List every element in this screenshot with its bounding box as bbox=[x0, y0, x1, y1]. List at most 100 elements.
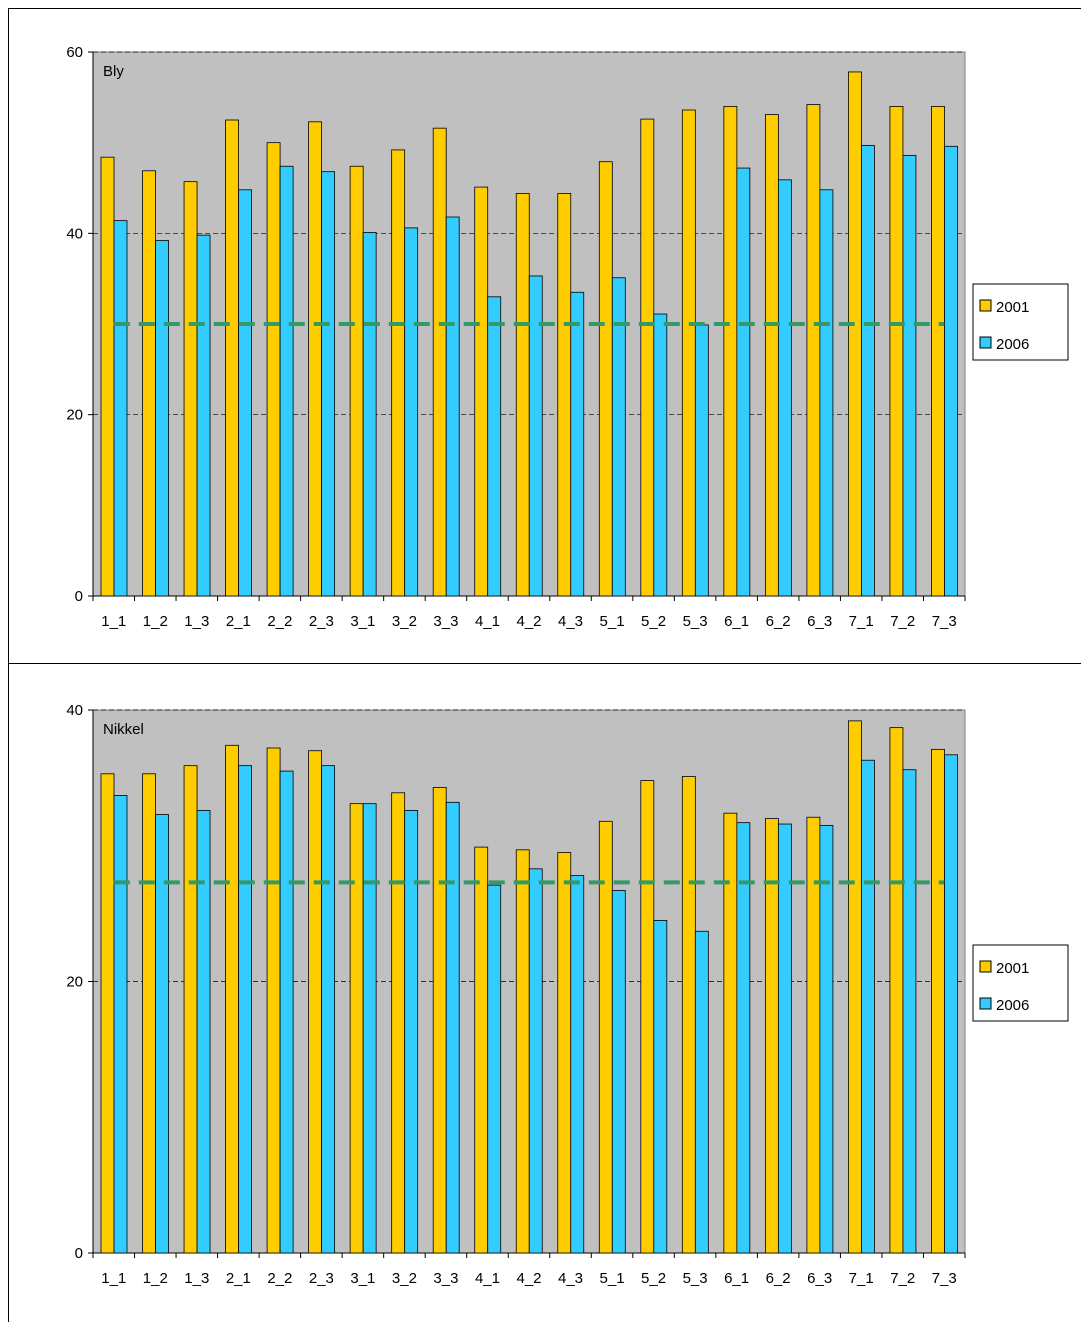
x-tick-label: 3_3 bbox=[433, 613, 458, 630]
bar bbox=[322, 172, 335, 596]
bar bbox=[446, 217, 459, 596]
bar bbox=[944, 755, 957, 1253]
bar bbox=[405, 810, 418, 1253]
bar bbox=[599, 162, 612, 596]
bar bbox=[820, 190, 833, 596]
bar bbox=[475, 847, 488, 1253]
x-tick-label: 7_2 bbox=[890, 1270, 915, 1287]
x-tick-label: 4_3 bbox=[558, 613, 583, 630]
bar bbox=[654, 920, 667, 1253]
legend-swatch bbox=[980, 300, 991, 311]
bar bbox=[226, 745, 239, 1253]
bar bbox=[267, 748, 280, 1253]
x-tick-label: 2_2 bbox=[267, 1270, 292, 1287]
legend-label: 2006 bbox=[996, 336, 1029, 353]
x-tick-label: 4_3 bbox=[558, 1270, 583, 1287]
bar bbox=[156, 241, 169, 596]
legend-label: 2001 bbox=[996, 299, 1029, 316]
bar bbox=[156, 815, 169, 1253]
bar bbox=[280, 771, 293, 1253]
legend-swatch bbox=[980, 998, 991, 1009]
legend-label: 2001 bbox=[996, 960, 1029, 977]
x-tick-label: 6_3 bbox=[807, 613, 832, 630]
x-tick-label: 6_3 bbox=[807, 1270, 832, 1287]
x-tick-label: 1_3 bbox=[184, 1270, 209, 1287]
bar bbox=[724, 106, 737, 596]
bar bbox=[848, 72, 861, 596]
legend-label: 2006 bbox=[996, 997, 1029, 1014]
x-tick-label: 3_2 bbox=[392, 613, 417, 630]
bar bbox=[114, 796, 127, 1253]
bar bbox=[778, 824, 791, 1253]
bar bbox=[765, 115, 778, 596]
bar bbox=[571, 292, 584, 596]
bar bbox=[433, 787, 446, 1253]
legend-swatch bbox=[980, 337, 991, 348]
bar bbox=[143, 171, 156, 596]
y-tick-label: 0 bbox=[75, 1245, 83, 1262]
y-tick-label: 40 bbox=[66, 702, 83, 719]
y-tick-label: 20 bbox=[66, 974, 83, 991]
legend-swatch bbox=[980, 961, 991, 972]
x-tick-label: 1_2 bbox=[143, 613, 168, 630]
x-tick-label: 4_1 bbox=[475, 1270, 500, 1287]
y-tick-label: 0 bbox=[75, 588, 83, 605]
bar bbox=[322, 766, 335, 1253]
bar bbox=[682, 777, 695, 1253]
bar bbox=[516, 193, 529, 596]
bar bbox=[641, 781, 654, 1253]
bar bbox=[931, 749, 944, 1253]
x-tick-label: 1_2 bbox=[143, 1270, 168, 1287]
bar bbox=[392, 793, 405, 1253]
bar bbox=[143, 774, 156, 1253]
x-tick-label: 6_1 bbox=[724, 613, 749, 630]
bar bbox=[101, 774, 114, 1253]
bar bbox=[197, 235, 210, 596]
x-tick-label: 2_1 bbox=[226, 613, 251, 630]
x-tick-label: 1_1 bbox=[101, 613, 126, 630]
bar bbox=[682, 110, 695, 596]
x-tick-label: 2_1 bbox=[226, 1270, 251, 1287]
x-tick-label: 5_3 bbox=[683, 1270, 708, 1287]
bar bbox=[488, 297, 501, 596]
bar bbox=[184, 182, 197, 596]
bar bbox=[446, 802, 459, 1253]
bar bbox=[807, 105, 820, 596]
bar bbox=[890, 106, 903, 596]
x-tick-label: 3_2 bbox=[392, 1270, 417, 1287]
bar bbox=[350, 804, 363, 1253]
x-tick-label: 7_3 bbox=[932, 1270, 957, 1287]
bar bbox=[280, 166, 293, 596]
x-tick-label: 1_3 bbox=[184, 613, 209, 630]
bar bbox=[944, 146, 957, 596]
bar bbox=[392, 150, 405, 596]
x-tick-label: 7_1 bbox=[849, 613, 874, 630]
bar bbox=[309, 751, 322, 1253]
x-tick-label: 6_2 bbox=[766, 1270, 791, 1287]
bar bbox=[405, 228, 418, 596]
bar bbox=[184, 766, 197, 1253]
x-tick-label: 5_1 bbox=[600, 613, 625, 630]
x-tick-label: 3_3 bbox=[433, 1270, 458, 1287]
x-tick-label: 4_2 bbox=[516, 1270, 541, 1287]
bar bbox=[239, 190, 252, 596]
bar bbox=[903, 155, 916, 596]
x-tick-label: 6_2 bbox=[766, 613, 791, 630]
x-tick-label: 5_2 bbox=[641, 613, 666, 630]
y-tick-label: 20 bbox=[66, 407, 83, 424]
bar bbox=[737, 168, 750, 596]
bar bbox=[529, 869, 542, 1253]
bar bbox=[861, 760, 874, 1253]
bar bbox=[558, 853, 571, 1253]
x-tick-label: 2_3 bbox=[309, 613, 334, 630]
bar bbox=[114, 221, 127, 596]
bar bbox=[433, 128, 446, 596]
bar bbox=[239, 766, 252, 1253]
x-tick-label: 5_1 bbox=[600, 1270, 625, 1287]
bar bbox=[641, 119, 654, 596]
bar bbox=[695, 931, 708, 1253]
x-tick-label: 7_1 bbox=[849, 1270, 874, 1287]
bar bbox=[267, 143, 280, 596]
bar bbox=[820, 825, 833, 1253]
